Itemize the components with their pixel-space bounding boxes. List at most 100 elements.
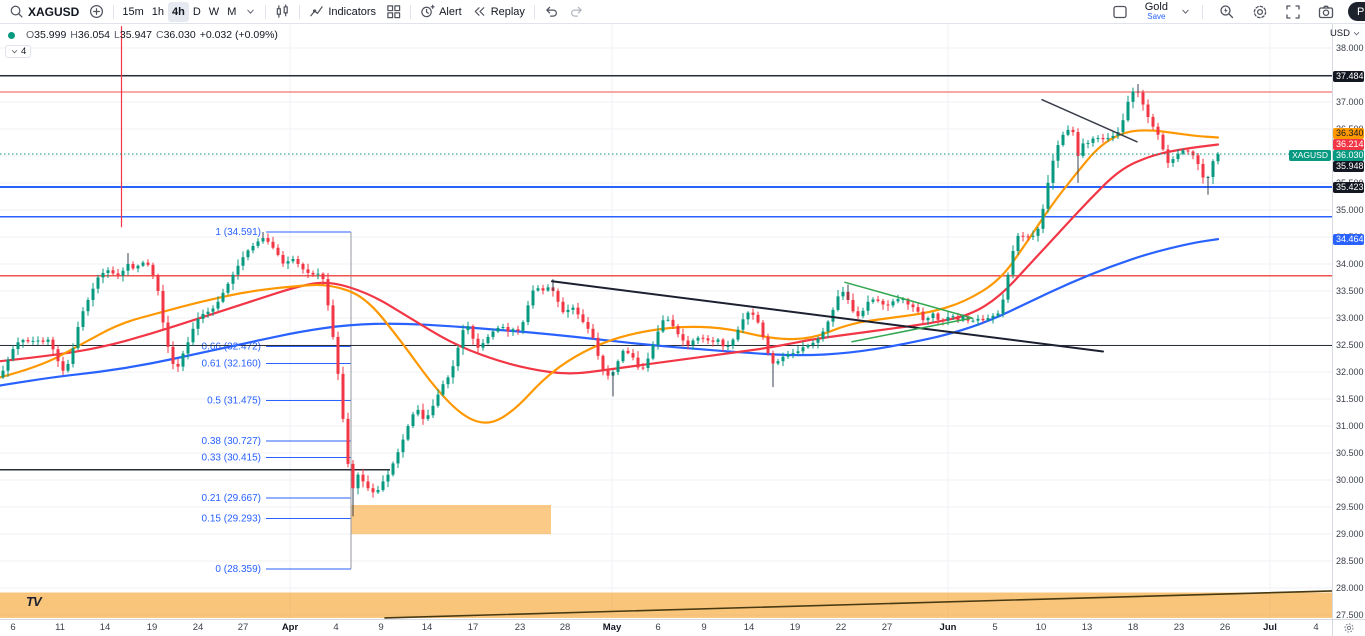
candle-body <box>51 339 55 350</box>
candle-body <box>326 279 330 306</box>
trendline-drawing[interactable] <box>851 317 973 343</box>
candle-body <box>796 351 800 354</box>
candle-body <box>876 299 880 301</box>
redo-button[interactable] <box>564 2 589 22</box>
time-axis[interactable]: 6 11 14 19 24 27 Apr 4 9 14 17 23 28 May 6 9 14 19 22 27 Jun… <box>0 619 1332 636</box>
candle-body <box>176 363 180 367</box>
candle-body <box>956 316 960 321</box>
interval-1h[interactable]: 1h <box>148 2 168 22</box>
interval-4h[interactable]: 4h <box>168 1 189 22</box>
candle-body <box>46 339 50 342</box>
currency-selector[interactable]: USD <box>1330 28 1361 39</box>
axis-settings-corner[interactable] <box>1332 619 1365 636</box>
object-tree-collapse-chip[interactable]: 4 <box>5 45 32 58</box>
candle-body <box>351 463 355 489</box>
candle-body <box>696 337 700 341</box>
fullscreen-button[interactable] <box>1280 2 1306 22</box>
candle-body <box>26 340 30 342</box>
candle-body <box>656 331 660 346</box>
interval-1w[interactable]: W <box>205 2 223 22</box>
snapshot-camera-button[interactable] <box>1313 2 1339 22</box>
candle-body <box>671 319 675 327</box>
indicators-button[interactable]: Indicators <box>304 2 381 22</box>
time-tick-label: 13 <box>1081 622 1093 633</box>
price-badge: 36.214 <box>1333 139 1364 150</box>
candle-body <box>91 288 95 300</box>
candle-body <box>251 245 255 251</box>
toolbar-divider <box>265 4 267 19</box>
time-tick-label: 6 <box>10 622 16 633</box>
candle-body <box>631 353 635 358</box>
replay-button[interactable]: Replay <box>467 2 530 22</box>
interval-15m[interactable]: 15m <box>118 2 147 22</box>
candle-body <box>946 317 950 321</box>
layout-save-label[interactable]: Save <box>1147 12 1166 21</box>
candle-body <box>1081 143 1085 156</box>
candle-body <box>321 273 325 280</box>
indicator-templates-button[interactable] <box>381 2 406 22</box>
publish-button[interactable]: Publish <box>1348 2 1365 21</box>
candle-body <box>596 337 600 356</box>
compare-add-symbol-button[interactable] <box>84 2 109 22</box>
candle-body <box>746 312 750 320</box>
trendline-drawing[interactable] <box>384 590 1332 619</box>
candle-body <box>311 272 315 275</box>
search-icon <box>10 5 23 18</box>
fib-level-label: 0.5 (31.475) <box>207 395 261 406</box>
trendline-drawing[interactable] <box>844 281 973 319</box>
undo-button[interactable] <box>539 2 564 22</box>
time-tick-label: 23 <box>1173 622 1185 633</box>
drawing-rectangle[interactable] <box>351 504 551 535</box>
candle-body <box>1201 163 1205 178</box>
candle-body <box>1146 104 1150 117</box>
candle-body <box>741 319 745 330</box>
plus-circle-icon <box>90 4 104 19</box>
candle-body <box>156 275 160 291</box>
legend-ohlc-row[interactable]: O35.999 H36.054 L35.947 C36.030 +0.032 (+0.0… <box>8 29 282 41</box>
price-tick-label: 30.500 <box>1336 448 1364 459</box>
chart-style-button[interactable] <box>270 2 295 22</box>
fullscreen-icon <box>1286 4 1300 19</box>
layout-dropdown-button[interactable] <box>1180 2 1191 22</box>
candle-body <box>6 359 10 371</box>
candle-body <box>281 254 285 264</box>
interval-1d[interactable]: D <box>189 2 205 22</box>
candle-body <box>431 405 435 416</box>
candle-body <box>996 313 1000 316</box>
alert-button[interactable]: Alert <box>415 2 467 22</box>
candle-body <box>171 346 175 364</box>
candle-body <box>521 322 525 331</box>
candle-body <box>1051 160 1055 183</box>
settings-button[interactable] <box>1247 2 1273 22</box>
tradingview-logo[interactable]: TV <box>26 594 42 609</box>
symbol-search-button[interactable]: XAGUSD <box>4 2 84 22</box>
chart-canvas-area[interactable]: 1 (34.591) 0.66 (32.472) 0.61 (32.160) 0.5 … <box>0 24 1332 619</box>
interval-1m[interactable]: M <box>223 2 240 22</box>
trendline-drawing[interactable] <box>1041 98 1138 143</box>
candle-body <box>706 338 710 341</box>
candle-body <box>421 409 425 419</box>
candle-body <box>101 272 105 278</box>
price-axis[interactable]: USD 38.00037.50037.00036.50036.00035.500… <box>1330 24 1365 620</box>
candle-body <box>361 474 365 482</box>
price-chart[interactable]: 1 (34.591)0.66 (32.472)0.61 (32.160)0.5 … <box>0 24 1332 619</box>
quick-search-button[interactable] <box>1214 2 1240 22</box>
collapse-count: 4 <box>21 46 27 57</box>
candle-body <box>396 452 400 464</box>
interval-dropdown-button[interactable] <box>240 2 261 22</box>
candle-body <box>856 311 860 317</box>
time-tick-label: 14 <box>421 622 433 633</box>
time-tick-label: 27 <box>881 622 893 633</box>
layout-panels-button[interactable] <box>1107 2 1133 22</box>
time-tick-month-label: Apr <box>281 622 299 633</box>
candle-body <box>586 322 590 329</box>
candle-body <box>16 342 20 350</box>
layout-name-button[interactable]: Gold Save <box>1140 2 1173 22</box>
candle-body <box>71 348 75 364</box>
candle-body <box>296 258 300 264</box>
candle-body <box>661 320 665 332</box>
candle-body <box>106 270 110 273</box>
chevron-down-icon <box>247 9 255 14</box>
trendline-drawing[interactable] <box>551 280 1104 353</box>
candle-body <box>981 318 985 321</box>
